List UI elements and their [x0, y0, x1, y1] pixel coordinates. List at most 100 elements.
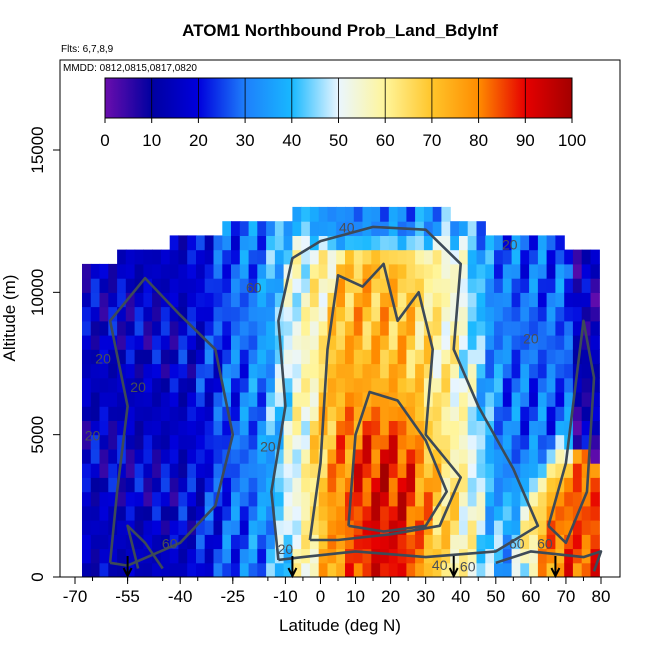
- heatmap-cell: [537, 263, 548, 279]
- heatmap-cell: [450, 562, 460, 577]
- heatmap-cell: [292, 249, 302, 265]
- heatmap-cell: [371, 448, 381, 464]
- heatmap-cell: [248, 434, 258, 450]
- heatmap-cell: [555, 349, 565, 365]
- heatmap-cell: [345, 278, 355, 293]
- heatmap-cell: [169, 505, 180, 521]
- heatmap-cell: [90, 448, 101, 464]
- heatmap-cell: [450, 392, 460, 407]
- heatmap-cell: [511, 491, 521, 507]
- heatmap-cell: [406, 335, 416, 350]
- heatmap-cell: [222, 505, 232, 521]
- heatmap-cell: [266, 392, 276, 407]
- heatmap-cell: [353, 448, 364, 464]
- heatmap-cell: [204, 278, 215, 293]
- heatmap-cell: [415, 363, 425, 379]
- heatmap-cell: [266, 349, 276, 365]
- heatmap-cell: [371, 392, 381, 407]
- heatmap-cell: [160, 420, 171, 436]
- heatmap-cell: [143, 335, 153, 350]
- heatmap-cell: [380, 463, 390, 478]
- heatmap-cell: [134, 292, 144, 308]
- heatmap-cell: [117, 548, 127, 564]
- heatmap-cell: [529, 463, 539, 478]
- heatmap-cell: [476, 292, 486, 308]
- heatmap-cell: [494, 406, 504, 421]
- heatmap-cell: [301, 505, 311, 521]
- heatmap-cell: [476, 562, 486, 577]
- heatmap-cell: [520, 420, 530, 436]
- heatmap-cell: [467, 320, 478, 336]
- heatmap-cell: [406, 448, 416, 464]
- heatmap-cell: [520, 406, 530, 421]
- heatmap-cell: [222, 349, 232, 365]
- heatmap-cell: [485, 448, 495, 464]
- heatmap-cell: [406, 306, 416, 322]
- heatmap-cell: [485, 363, 495, 379]
- heatmap-cell: [371, 320, 381, 336]
- heatmap-cell: [432, 505, 443, 521]
- heatmap-cell: [406, 263, 416, 279]
- heatmap-cell: [318, 477, 329, 493]
- heatmap-cell: [204, 306, 215, 322]
- heatmap-cell: [494, 363, 504, 379]
- heatmap-cell: [564, 335, 574, 350]
- heatmap-cell: [178, 320, 188, 336]
- heatmap-cell: [178, 249, 188, 265]
- colorbar-ticks: 0 10 20 30 40 50 60 70 80 90 100: [100, 78, 586, 150]
- heatmap-cell: [82, 292, 92, 308]
- heatmap-cell: [537, 363, 548, 379]
- heatmap-cell: [239, 520, 250, 535]
- heatmap-cell: [397, 434, 407, 450]
- heatmap-cell: [441, 306, 451, 322]
- heatmap-cell: [371, 292, 381, 308]
- heatmap-cell: [397, 206, 407, 222]
- heatmap-cell: [581, 292, 592, 308]
- heatmap-cell: [134, 562, 144, 577]
- heatmap-cell: [82, 477, 92, 493]
- heatmap-cell: [555, 235, 565, 251]
- heatmap-cell: [502, 463, 513, 478]
- heatmap-cell: [502, 292, 513, 308]
- heatmap-cell: [388, 263, 399, 279]
- heatmap-cell: [476, 463, 486, 478]
- heatmap-cell: [388, 363, 399, 379]
- heatmap-cell: [476, 349, 486, 365]
- colorbar-tick-label: 0: [100, 131, 109, 150]
- heatmap-cell: [231, 392, 241, 407]
- heatmap-cell: [152, 349, 162, 365]
- heatmap-cell: [423, 235, 434, 251]
- y-axis-label: Altitude (m): [0, 275, 19, 362]
- heatmap-cell: [406, 477, 416, 493]
- heatmap-cell: [222, 377, 232, 393]
- heatmap-cell: [441, 278, 451, 293]
- heatmap-cell: [564, 377, 574, 393]
- heatmap-cell: [537, 520, 548, 535]
- heatmap-cell: [336, 392, 346, 407]
- heatmap-cell: [441, 562, 451, 577]
- heatmap-cell: [292, 548, 302, 564]
- heatmap-cell: [187, 392, 197, 407]
- heatmap-cell: [415, 505, 425, 521]
- heatmap-cell: [397, 349, 407, 365]
- heatmap-cell: [353, 505, 364, 521]
- heatmap-cell: [274, 249, 285, 265]
- heatmap-cell: [564, 420, 574, 436]
- heatmap-cell: [99, 406, 109, 421]
- heatmap-cell: [467, 363, 478, 379]
- heatmap-cell: [502, 562, 513, 577]
- heatmap-cell: [529, 235, 539, 251]
- heatmap-cell: [239, 278, 250, 293]
- heatmap-cell: [134, 306, 144, 322]
- flight-marker-layer: [122, 556, 561, 579]
- heatmap-cell: [590, 278, 600, 293]
- heatmap-cell: [537, 420, 548, 436]
- heatmap-cell: [117, 434, 127, 450]
- heatmap-cell: [397, 562, 407, 577]
- heatmap-cell: [441, 363, 451, 379]
- heatmap-cell: [301, 278, 311, 293]
- heatmap-cell: [529, 420, 539, 436]
- heatmap-cell: [309, 249, 320, 265]
- heatmap-cell: [529, 292, 539, 308]
- heatmap-cell: [152, 491, 162, 507]
